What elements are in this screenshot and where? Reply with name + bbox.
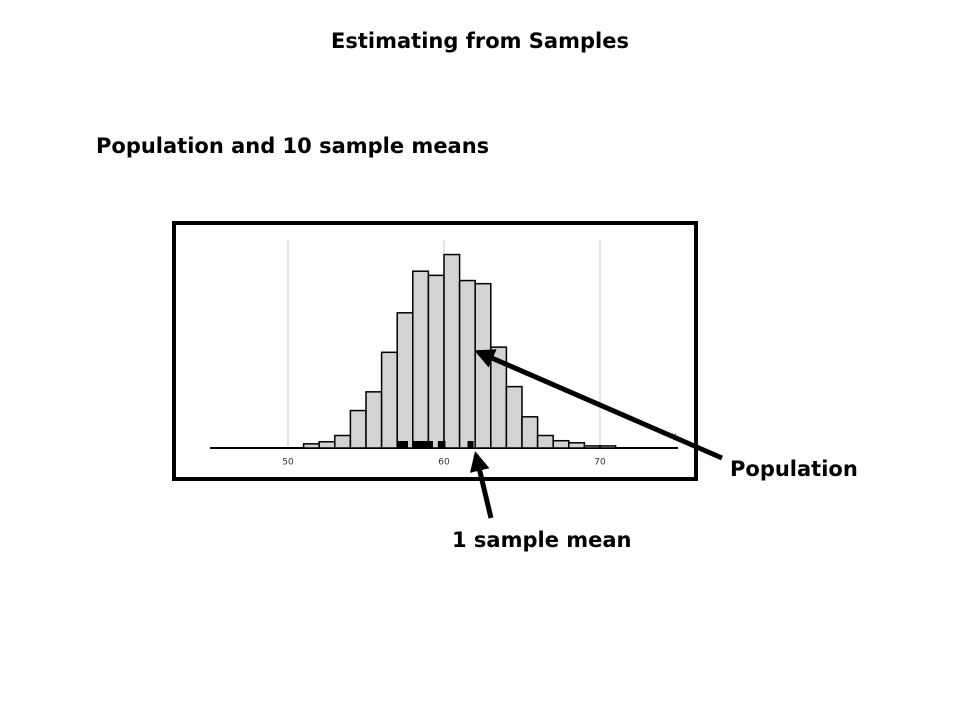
- population-arrow: [474, 349, 723, 461]
- bar: [365, 391, 383, 449]
- bar: [302, 443, 320, 449]
- bar: [443, 253, 461, 449]
- bar: [349, 409, 367, 449]
- sample-mean-arrow: [469, 451, 494, 519]
- bar: [505, 385, 523, 449]
- slide-title: Estimating from Samples: [331, 29, 629, 53]
- bar: [552, 439, 570, 449]
- sample-mean: [467, 441, 474, 448]
- sample-mean: [423, 441, 430, 448]
- bar: [334, 434, 352, 449]
- sample-mean: [426, 441, 433, 448]
- sample-mean: [439, 441, 446, 448]
- plot: 506070x: [210, 240, 678, 468]
- sample-mean-label: 1 sample mean: [452, 528, 632, 552]
- bar: [583, 445, 601, 449]
- x-tick-label: 60: [438, 458, 450, 468]
- bar: [536, 434, 554, 449]
- bar: [458, 279, 476, 449]
- x-tick-label: 50: [282, 458, 294, 468]
- x-tick-label: 70: [594, 458, 606, 468]
- subtitle: Population and 10 sample means: [96, 134, 489, 158]
- bar: [427, 274, 445, 449]
- bar: [318, 441, 336, 449]
- sample-mean: [419, 441, 426, 448]
- sample-mean: [397, 441, 404, 448]
- sample-mean: [412, 441, 419, 448]
- bar: [380, 351, 398, 449]
- bar: [474, 282, 492, 449]
- bar: [568, 442, 586, 449]
- bar: [396, 312, 414, 449]
- bar: [412, 270, 430, 449]
- population-label: Population: [730, 457, 858, 481]
- sample-mean: [402, 441, 408, 448]
- bar: [599, 445, 617, 449]
- bar: [521, 416, 539, 449]
- sample-mean: [416, 441, 423, 448]
